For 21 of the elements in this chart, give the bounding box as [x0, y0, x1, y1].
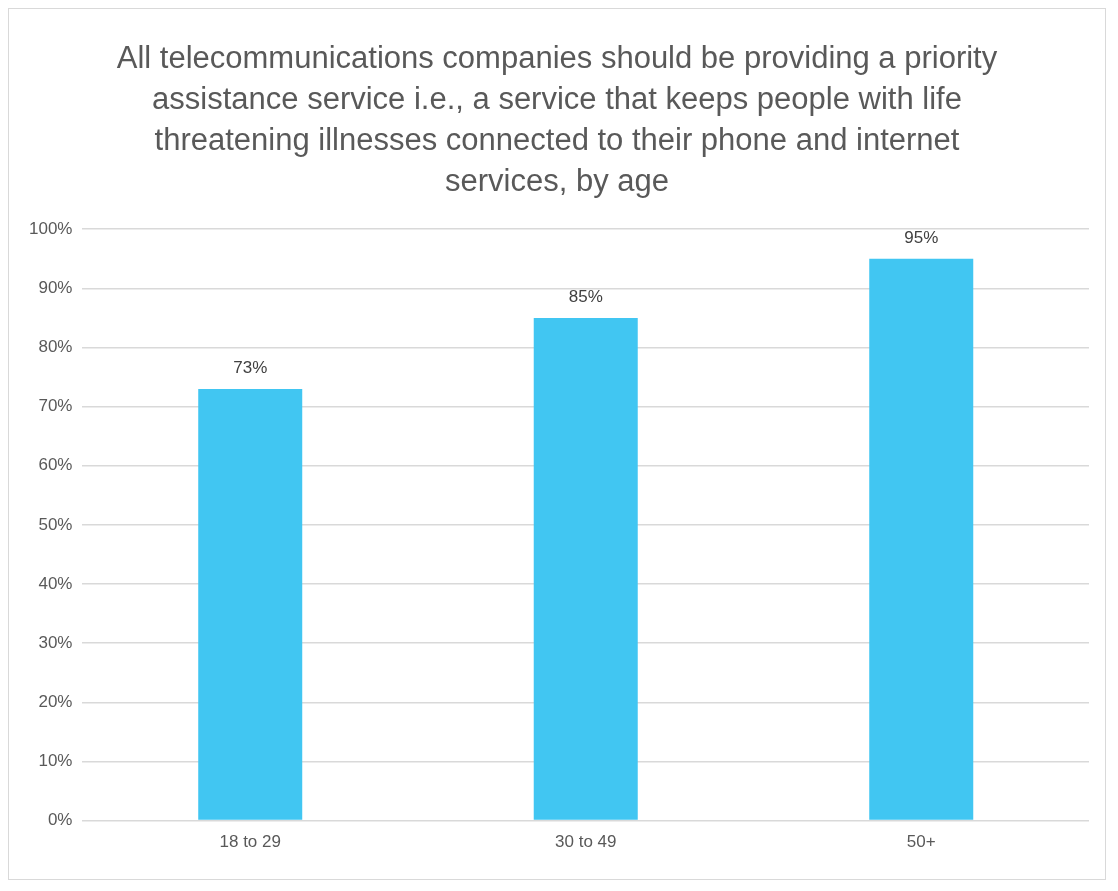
y-tick-label: 20% [38, 692, 73, 712]
y-tick-label: 30% [38, 632, 73, 652]
y-tick-label: 80% [38, 337, 73, 357]
y-tick-label: 50% [38, 514, 73, 534]
chart-title: All telecommunications companies should be providing a priority assistance service i.e., a service that keeps people with life threatening illnesses connected to their phone and internet services, by age [115, 39, 999, 200]
y-tick-label: 90% [38, 278, 73, 298]
y-tick-label: 0% [47, 810, 73, 830]
y-tick-label: 60% [38, 455, 73, 475]
data-label: 73% [233, 358, 268, 378]
y-tick-label: 40% [38, 573, 73, 593]
bar [533, 317, 638, 820]
x-tick-label: 18 to 29 [219, 832, 281, 852]
x-tick-label: 30 to 49 [555, 832, 617, 852]
data-label: 95% [904, 227, 939, 247]
x-tick-label: 50+ [906, 832, 936, 852]
data-label: 85% [568, 287, 603, 307]
y-tick-label: 100% [29, 218, 73, 238]
bar [198, 388, 303, 820]
y-tick-label: 10% [38, 751, 73, 771]
y-tick-label: 70% [38, 396, 73, 416]
bar [869, 258, 974, 820]
